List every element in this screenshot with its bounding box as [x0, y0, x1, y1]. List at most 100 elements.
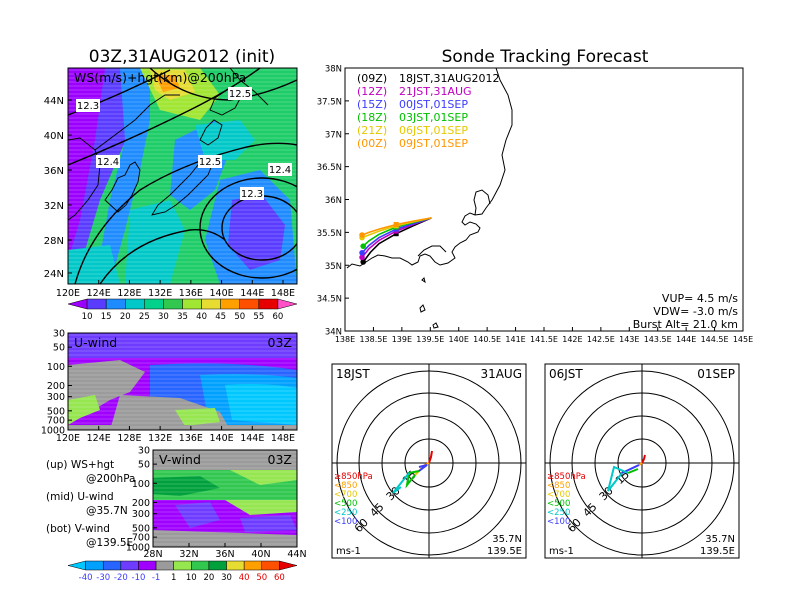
hodograph-trace: [428, 450, 433, 464]
track-lon-label: 144.5E: [701, 335, 729, 344]
ws-panel-label: WS(m/s)+hgt(km)@200hPa: [74, 70, 246, 85]
uv-colorbar-swatch: [261, 560, 280, 571]
track-landing-point: [360, 243, 366, 249]
hodograph-trace: [405, 470, 420, 489]
track-lat-label: 38N: [325, 65, 342, 75]
track-legend: (09Z) 18JST,31AUG2012 (12Z) 21JST,31AUG (15Z…: [357, 72, 500, 150]
ws-lon-label: 120E: [56, 288, 80, 299]
hodograph-level-label: ≥850hPa: [547, 472, 586, 482]
ws-colorbar-label: 45: [215, 312, 226, 322]
track-lat-axis: 34N 34.5N 35N 35.5N 36N 36.5N 37N 37.5N 38N: [317, 65, 349, 338]
u-p-label: 500: [47, 406, 65, 417]
uv-colorbar-label: -1: [152, 573, 160, 583]
track-legend-jst: 00JST,01SEP: [399, 98, 468, 111]
hodograph-time: 06JST: [549, 367, 583, 381]
ws-lon-label: 132E: [148, 288, 172, 299]
ws-colorbar-swatch: [277, 298, 298, 310]
u-lon-label: 136E: [179, 433, 203, 444]
v-p-label: 200: [132, 498, 150, 509]
track-frame: [344, 67, 744, 332]
hodograph-ring: [549, 370, 735, 556]
v-p-label: 50: [138, 460, 150, 471]
ws-height-label-box: [228, 87, 252, 100]
hodograph-level-label: <850: [547, 481, 570, 491]
ws-height-label: 12.5: [229, 89, 251, 100]
uv-colorbar-label: 60: [274, 573, 285, 583]
ws-lat-label: 40N: [44, 131, 64, 142]
v-p-label: 700: [132, 533, 150, 544]
uv-colorbar-swatch: [85, 560, 104, 571]
hodograph-ring: [336, 370, 522, 556]
track-lon-label: 139E: [392, 335, 412, 344]
uv-colorbar-label: 1: [171, 573, 176, 583]
ws-height-label-box: [268, 163, 292, 176]
hodograph-lat: 35.7N: [492, 534, 522, 545]
hodograph-level-label: <500: [334, 499, 357, 509]
hodograph-level-label: <250: [547, 508, 570, 518]
track-lon-label: 143.5E: [644, 335, 672, 344]
hodograph-level-label: <700: [334, 490, 357, 500]
note-line2: @139.5E: [86, 537, 133, 549]
u-p-label: 100: [47, 362, 65, 373]
ws-colorbar-label: 30: [158, 312, 169, 322]
uv-colorbar-label: -30: [96, 573, 110, 583]
hodograph-ring: [594, 415, 690, 511]
ws-lon-label: 140E: [210, 288, 234, 299]
ws-lon-label: 124E: [87, 288, 111, 299]
ws-lon-label: 128E: [117, 288, 141, 299]
u-lon-label: 140E: [210, 433, 234, 444]
track-lon-label: 140E: [449, 335, 469, 344]
ws-colorbar-swatch: [163, 298, 183, 310]
track-legend-utc: (00Z): [357, 137, 387, 150]
ws-height-label: 12.4: [97, 157, 119, 168]
uv-colorbar-label: 30: [221, 573, 232, 583]
ws-lon-axis: 120E 124E 128E 132E 136E 140E 144E 148E: [56, 280, 295, 299]
ws-colorbar-label: 20: [120, 312, 131, 322]
uv-colorbar-swatch: [155, 560, 174, 571]
track-lat-label: 34N: [325, 328, 342, 338]
ws-map-frame: [67, 67, 298, 285]
track-lat-label: 35N: [325, 262, 342, 272]
u-p-label: 300: [47, 392, 65, 403]
v-wind-field: [153, 450, 297, 547]
note-line1: (mid) U-wind: [46, 491, 114, 503]
ws-height-label-box: [76, 99, 100, 112]
hodograph-trace: [627, 468, 639, 474]
track-lat-label: 37N: [325, 130, 342, 140]
panel-notes: (up) WS+hgt @200hPa (mid) U-wind @35.7N (bot…: [46, 459, 136, 549]
v-p-label: 500: [132, 523, 150, 534]
track-landing-point: [359, 249, 365, 256]
uv-colorbar-label: 50: [256, 573, 267, 583]
hodograph-ring: [381, 415, 477, 511]
track-legend-jst: 09JST,01SEP: [399, 137, 468, 150]
track-lon-label: 140.5E: [473, 335, 501, 344]
hodograph-time: 18JST: [336, 367, 370, 381]
v-p-label: 300: [132, 509, 150, 520]
ws-colorbar-swatch: [86, 298, 107, 310]
track-lon-label: 142.5E: [587, 335, 615, 344]
u-p-label: 700: [47, 416, 65, 427]
note-line1: (up) WS+hgt: [46, 459, 114, 471]
track-line: [362, 217, 432, 263]
v-lat-label: 40N: [251, 549, 270, 560]
uv-colorbar-label: 20: [204, 573, 215, 583]
v-lat-label: 32N: [179, 549, 198, 560]
hodograph-date: 31AUG: [480, 367, 522, 381]
ws-colorbar-swatch: [182, 298, 202, 310]
ws-colorbar-swatch: [220, 298, 240, 310]
ws-height-label: 12.4: [269, 165, 291, 176]
ws-colorbar-label: 50: [234, 312, 245, 322]
ws-colorbar-swatch: [201, 298, 221, 310]
hodograph-trace: [392, 472, 410, 494]
track-burst-point: [393, 231, 399, 237]
track-series: [359, 217, 432, 265]
ws-colorbar-swatch: [125, 298, 145, 310]
v-p-label: 30: [138, 446, 150, 457]
ws-colorbar-label: 40: [196, 312, 207, 322]
hodograph-ring: [617, 438, 667, 488]
ws-lat-label: 28N: [44, 236, 64, 247]
track-landing-point: [359, 232, 365, 238]
u-lon-label: 144E: [240, 433, 264, 444]
